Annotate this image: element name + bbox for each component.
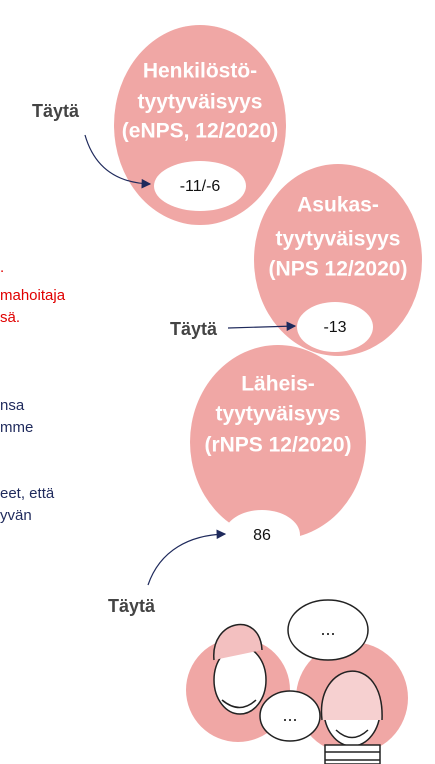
value: 86 — [253, 527, 271, 544]
bubble-text: Läheis- — [241, 373, 315, 396]
blue-text: eet, että — [0, 485, 55, 502]
red-text: sä. — [0, 309, 20, 326]
arrow — [148, 534, 225, 585]
bubble-text: (rNPS 12/2020) — [204, 434, 351, 457]
bubble-text: Asukas- — [297, 194, 379, 217]
value: -11/-6 — [180, 178, 221, 195]
blue-text: yvän — [0, 507, 32, 524]
illustration — [186, 600, 408, 764]
bubble-text: (NPS 12/2020) — [269, 258, 408, 281]
red-text: . — [0, 259, 4, 276]
blue-text: nsa — [0, 397, 25, 414]
speech-text: ... — [282, 705, 297, 725]
fill-label[interactable]: Täytä — [108, 596, 156, 616]
bubble-text: Henkilöstö- — [143, 60, 257, 83]
value: -13 — [323, 319, 346, 336]
speech-text: ... — [320, 619, 335, 639]
blue-text: mme — [0, 419, 33, 436]
bubble-text: tyytyväisyys — [276, 228, 401, 251]
bubble-text: tyytyväisyys — [216, 403, 341, 426]
bubble-text: tyytyväisyys — [138, 91, 263, 114]
red-text: mahoitaja — [0, 287, 66, 304]
fill-label[interactable]: Täytä — [170, 319, 218, 339]
bubble-text: (eNPS, 12/2020) — [122, 120, 278, 143]
slide: . mahoitaja sä. nsa mme eet, että yvän H… — [0, 0, 435, 764]
fill-label[interactable]: Täytä — [32, 101, 80, 121]
